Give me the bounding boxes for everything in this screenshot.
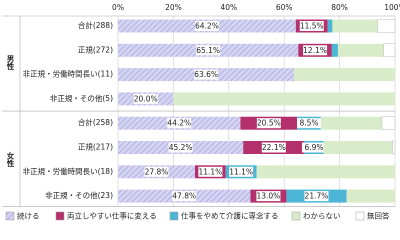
bar-segment: [346, 189, 395, 203]
label-bg: [256, 191, 281, 202]
bar-segment: [294, 68, 395, 82]
legend-label: 両立しやすい仕事に変える: [67, 211, 157, 221]
legend-swatch: [55, 211, 65, 221]
legend-label: わからない: [303, 212, 341, 221]
bar-segment: [327, 19, 333, 33]
bar-segment: [337, 43, 384, 57]
category-label: 合計(288): [78, 20, 113, 30]
bar-segment: [392, 140, 396, 155]
legend-label: 無回答: [367, 211, 390, 221]
data-label: 8.5%: [299, 119, 318, 128]
data-label: 6.9%: [304, 143, 323, 152]
data-label: 20.5%: [257, 119, 281, 128]
data-label: 11.5%: [300, 22, 324, 31]
bar-segment: [331, 43, 338, 57]
data-label: 11.1%: [198, 167, 222, 176]
label-bg: [194, 69, 219, 80]
data-label: 64.2%: [195, 22, 219, 31]
category-label: 合計(258): [78, 117, 113, 127]
label-bg: [296, 118, 321, 129]
data-label: 13.0%: [256, 192, 280, 201]
data-label: 20.0%: [134, 94, 158, 103]
bar-segment: [332, 19, 378, 33]
label-bg: [198, 166, 223, 177]
label-bg: [256, 118, 281, 129]
data-label: 44.2%: [167, 119, 191, 128]
bar-segment: [256, 165, 395, 179]
label-bg: [172, 191, 197, 202]
label-bg: [196, 45, 221, 56]
x-tick-label: 0%: [112, 3, 124, 12]
category-label: 非正規・その他(23): [45, 190, 113, 200]
x-tick-label: 80%: [331, 3, 348, 12]
label-bg: [167, 118, 192, 129]
x-tick-label: 40%: [220, 3, 237, 12]
data-label: 11.1%: [229, 167, 253, 176]
bar-segment: [381, 116, 396, 130]
label-bg: [194, 21, 219, 31]
bar-segment: [383, 43, 396, 58]
label-bg: [133, 93, 158, 104]
group-label: 女性: [6, 151, 15, 169]
bar-segment: [377, 19, 396, 33]
category-label: 非正規・その他(5): [50, 93, 113, 103]
data-label: 12.1%: [303, 46, 327, 55]
label-bg: [303, 45, 328, 56]
category-label: 正規(272): [78, 45, 113, 54]
data-label: 21.7%: [305, 192, 329, 201]
label-bg: [229, 166, 254, 177]
data-label: 65.1%: [196, 46, 220, 55]
data-label: 47.8%: [172, 192, 196, 201]
data-label: 63.6%: [194, 70, 218, 79]
label-bg: [168, 142, 193, 153]
bar-segment: [173, 92, 395, 106]
category-label: 正規(217): [78, 143, 113, 152]
bar-segment: [323, 141, 393, 154]
category-label: 非正規・労働時間長い(11): [23, 69, 113, 79]
legend-swatch: [5, 211, 15, 221]
data-label: 45.2%: [169, 143, 193, 152]
legend-swatch: [169, 211, 179, 221]
legend-label: 仕事をやめて介護に専念する: [181, 211, 279, 221]
label-bg: [261, 142, 286, 153]
legend-label: 続ける: [17, 211, 40, 221]
category-label: 非正規・労働時間長い(18): [23, 166, 113, 176]
label-bg: [301, 142, 326, 153]
bar-segment: [320, 116, 382, 130]
label-bg: [304, 191, 329, 202]
x-tick-label: 20%: [165, 3, 182, 12]
x-tick-label: 60%: [276, 3, 293, 12]
data-label: 22.1%: [262, 143, 286, 152]
legend-swatch: [291, 211, 301, 221]
legend-swatch: [355, 211, 365, 221]
data-label: 27.8%: [145, 167, 169, 176]
x-tick-label: 100%: [384, 3, 400, 12]
group-label: 男性: [6, 55, 15, 72]
label-bg: [144, 166, 169, 177]
label-bg: [299, 21, 324, 31]
